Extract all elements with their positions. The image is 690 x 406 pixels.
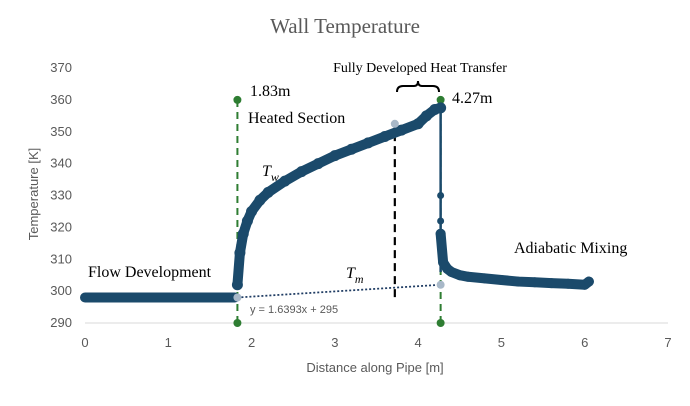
x-tick-label: 6 <box>581 335 588 350</box>
wall-temp-heated-point <box>412 118 424 130</box>
wall-temp-adiabatic-point <box>563 278 574 289</box>
wall-temp-adiabatic-point <box>529 277 540 288</box>
wall-temp-heated-point <box>234 247 246 259</box>
chart-title: Wall Temperature <box>270 14 420 38</box>
y-tick-label: 340 <box>50 156 72 171</box>
y-tick-label: 360 <box>50 92 72 107</box>
mean-temp-point <box>436 280 445 289</box>
wall-temp-heated-point <box>279 175 291 187</box>
x-tick-label: 5 <box>498 335 505 350</box>
y-axis-label: Temperature [K] <box>26 148 41 241</box>
x-tick-label: 7 <box>664 335 671 350</box>
wall-temp-heated-point <box>329 150 341 162</box>
marker-left-label: 1.83m <box>250 83 291 100</box>
wall-temp-heated-point <box>420 110 432 122</box>
wall-temp-heated-point <box>254 194 266 206</box>
fully-developed-wall-point <box>390 119 399 128</box>
fully-developed-brace <box>396 80 440 93</box>
y-tick-label: 330 <box>50 188 72 203</box>
y-tick-label: 370 <box>50 60 72 75</box>
section-marker-point <box>436 95 445 104</box>
wall-temp-adiabatic-point <box>454 270 465 281</box>
wall-temp-adiabatic-point <box>583 276 594 287</box>
axes: 0 1 2 3 4 5 6 7 290 300 310 320 330 340 350 360 370 <box>50 60 671 350</box>
y-tick-label: 300 <box>50 283 72 298</box>
wall-temp-heated-point <box>379 131 391 143</box>
wall-temp-adiabatic-point <box>479 273 490 284</box>
x-tick-label: 2 <box>248 335 255 350</box>
wall-temp-heated-point <box>262 186 274 198</box>
marker-right-label: 4.27m <box>452 90 493 107</box>
wall-temp-heated-point <box>237 228 249 240</box>
wall-temp-heated-point <box>231 279 243 291</box>
y-tick-label: 350 <box>50 124 72 139</box>
wall-temp-adiabatic-point <box>463 271 474 282</box>
section-marker-point <box>436 319 445 327</box>
y-tick-label: 290 <box>50 315 72 330</box>
wall-temp-heated-point <box>346 143 358 155</box>
section-marker-point <box>233 319 242 327</box>
flow-development-label: Flow Development <box>88 264 212 281</box>
wall-temp-drop-point <box>437 217 445 225</box>
data-series <box>80 102 594 303</box>
mean-temp-trendline <box>237 283 441 299</box>
wall-temp-heated-point <box>246 205 258 217</box>
trendline-equation: y = 1.6393x + 295 <box>250 304 338 316</box>
tm-symbol: Tm <box>346 265 364 286</box>
wall-temp-heated-point <box>241 215 253 227</box>
wall-temp-adiabatic-point <box>513 276 524 287</box>
wall-temp-adiabatic-point <box>546 278 557 289</box>
y-tick-label: 310 <box>50 251 72 266</box>
adiabatic-mixing-label: Adiabatic Mixing <box>514 240 627 257</box>
wall-temp-heated-point <box>296 166 308 178</box>
wall-temp-drop-point <box>437 192 445 199</box>
x-axis-label: Distance along Pipe [m] <box>306 360 443 375</box>
tw-symbol: Tw <box>262 163 279 184</box>
mean-temp-point <box>233 293 242 302</box>
wall-temp-heated-point <box>312 158 324 170</box>
wall-temp-adiabatic-point <box>496 274 507 285</box>
wall-temp-heated-point <box>362 137 374 149</box>
wall-temp-heated-point <box>395 124 407 136</box>
x-tick-label: 0 <box>81 335 88 350</box>
wall-temp-adiabatic-point <box>446 267 457 277</box>
wall-temp-adiabatic-point <box>435 228 446 239</box>
x-tick-label: 4 <box>415 335 422 350</box>
x-tick-label: 1 <box>165 335 172 350</box>
y-tick-label: 320 <box>50 219 72 234</box>
x-tick-label: 3 <box>331 335 338 350</box>
section-marker-point <box>233 95 242 104</box>
fully-developed-label: Fully Developed Heat Transfer <box>333 61 507 76</box>
heated-section-label: Heated Section <box>248 110 345 127</box>
